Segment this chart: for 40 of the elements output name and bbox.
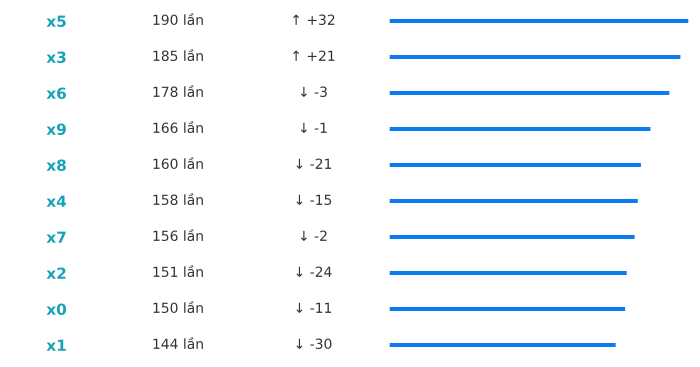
y-tick-label: x0 — [46, 303, 66, 316]
y-tick-label: x4 — [46, 196, 66, 207]
text: ↓ -15 — [296, 194, 332, 206]
text: ↓ -21 — [296, 158, 332, 169]
y-tick-label: x2 — [46, 267, 66, 279]
text: ↓ -30 — [296, 338, 332, 350]
bar — [389, 198, 640, 204]
y-tick-label: x5 — [46, 16, 66, 28]
data-label: 158 lần — [153, 193, 203, 206]
data-label: 144 lần — [153, 337, 203, 350]
y-tick-label: x3 — [46, 51, 66, 64]
text: ↑ +21 — [293, 50, 334, 61]
text: ↓ -11 — [296, 302, 332, 313]
y-tick-label: x9 — [46, 123, 66, 136]
bar — [389, 270, 628, 276]
text: ↓ -24 — [296, 266, 332, 277]
text: ↓ -2 — [300, 230, 327, 241]
data-label: 150 lần — [153, 301, 203, 314]
bar — [389, 18, 689, 24]
data-label: 151 lần — [153, 265, 203, 278]
text: ↑ +32 — [293, 14, 334, 26]
data-label: 156 lần — [153, 229, 203, 242]
y-tick-label: x7 — [46, 232, 66, 243]
bar — [389, 90, 671, 96]
data-label: 178 lần — [153, 85, 203, 98]
bar — [389, 306, 627, 312]
bar — [389, 234, 636, 240]
y-tick-label: x6 — [46, 87, 66, 100]
text: ↓ -3 — [300, 86, 327, 98]
bar — [389, 162, 642, 168]
bar — [389, 54, 682, 60]
y-tick-label: x1 — [46, 340, 66, 351]
bar — [389, 342, 618, 348]
data-label: 190 lần — [153, 13, 203, 26]
y-tick-label: x8 — [46, 159, 66, 172]
data-label: 166 lần — [153, 121, 203, 134]
bar — [389, 126, 652, 132]
data-label: 160 lần — [153, 157, 203, 170]
data-label: 185 lần — [153, 49, 203, 62]
text: ↓ -1 — [300, 122, 327, 133]
